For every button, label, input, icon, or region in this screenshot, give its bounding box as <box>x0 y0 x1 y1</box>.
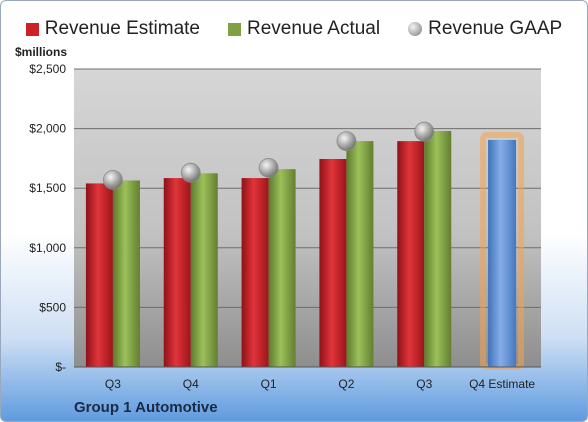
bar-revenue-estimate <box>397 141 425 367</box>
bar-forecast-estimate <box>488 139 517 367</box>
legend-label-actual: Revenue Actual <box>247 18 381 39</box>
bar-revenue-estimate <box>163 178 191 367</box>
marker-revenue-gaap <box>258 158 279 178</box>
bar-revenue-estimate <box>319 158 347 367</box>
bar-revenue-actual <box>112 180 140 367</box>
plot-area <box>74 69 541 367</box>
marker-revenue-gaap <box>103 169 123 190</box>
legend-swatch-gaap <box>408 22 423 36</box>
legend-item-estimate: Revenue Estimate <box>25 18 200 40</box>
x-tick-label: Q4 <box>183 377 199 391</box>
bar-revenue-estimate <box>85 183 113 367</box>
company-name: Group 1 Automotive <box>74 399 218 416</box>
y-tick-label: $- <box>55 360 66 374</box>
bar-revenue-actual <box>190 173 218 367</box>
y-tick-label: $1,500 <box>29 181 66 195</box>
x-tick-label: Q3 <box>416 377 432 391</box>
legend-label-estimate: Revenue Estimate <box>44 18 200 39</box>
x-tick-label: Q4 Estimate <box>469 377 535 391</box>
x-tick-label: Q2 <box>338 377 354 391</box>
legend-swatch-estimate <box>25 22 39 36</box>
bar-revenue-actual <box>268 169 296 367</box>
bar-revenue-estimate <box>241 178 269 367</box>
y-tick-label: $500 <box>39 300 66 314</box>
legend-item-gaap: Revenue GAAP <box>408 18 562 40</box>
legend-swatch-actual <box>228 22 241 36</box>
y-tick-label: $2,500 <box>29 62 66 76</box>
legend-item-actual: Revenue Actual <box>228 18 380 40</box>
y-tick-label: $1,000 <box>29 241 66 255</box>
y-tick-label: $2,000 <box>29 122 66 136</box>
x-tick-label: Q1 <box>261 377 277 391</box>
marker-revenue-gaap <box>414 121 435 142</box>
bar-revenue-actual <box>424 130 452 367</box>
legend-label-gaap: Revenue GAAP <box>428 18 563 39</box>
bar-revenue-actual <box>346 141 374 367</box>
marker-revenue-gaap <box>336 131 357 152</box>
marker-revenue-gaap <box>180 162 201 183</box>
x-tick-label: Q3 <box>105 377 121 391</box>
chart-legend: Revenue Estimate Revenue Actual Revenue … <box>1 15 587 43</box>
y-axis-unit-label: $millions <box>15 45 68 59</box>
